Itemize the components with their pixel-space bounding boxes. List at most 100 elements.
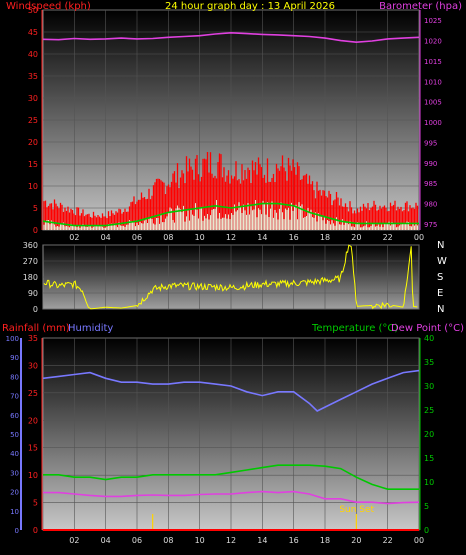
x-tick-label: 08 — [163, 233, 173, 242]
barometer-tick-label: 1020 — [424, 38, 442, 46]
x-tick-label: 22 — [383, 536, 393, 545]
temperature-tick-label: 20 — [424, 430, 434, 439]
humidity-tick-label: 80 — [10, 373, 19, 381]
x-tick-label: 10 — [195, 536, 205, 545]
direction-tick-label: 270 — [23, 257, 38, 266]
temp-humidity-ticks: 02 04 06 08 10 12 14 16 18 20 22 000510152025303501… — [6, 334, 435, 545]
rainfall-tick-label: 5 — [33, 499, 38, 508]
direction-tick-label: 0 — [33, 305, 38, 314]
dewpoint-line — [43, 490, 420, 505]
compass-label: E — [437, 288, 443, 299]
x-tick-label: 20 — [351, 536, 361, 545]
temperature-tick-label: 35 — [424, 358, 434, 367]
barometer-tick-label: 1005 — [424, 99, 442, 107]
windspeed-tick-label: 25 — [28, 116, 38, 125]
wind-average-line — [42, 202, 419, 227]
barometer-line — [42, 31, 420, 44]
temperature-tick-label: 15 — [424, 454, 434, 463]
x-tick-label: 16 — [289, 233, 299, 242]
barometer-tick-label: 1025 — [424, 17, 442, 25]
windspeed-tick-label: 0 — [33, 226, 38, 235]
x-tick-label: 20 — [351, 233, 361, 242]
x-tick-label: 14 — [257, 536, 267, 545]
humidity-tick-label: 0 — [15, 527, 19, 535]
barometer-tick-label: 980 — [424, 201, 437, 209]
temperature-line — [43, 464, 419, 491]
x-tick-label: 22 — [383, 233, 393, 242]
temperature-axis-label: Temperature (°C) — [311, 323, 398, 334]
windspeed-tick-label: 35 — [28, 72, 38, 81]
barometer-tick-label: 1010 — [424, 78, 442, 86]
x-tick-label: 02 — [69, 536, 79, 545]
temperature-tick-label: 30 — [424, 382, 434, 391]
sunset-annotation: Sun Set — [339, 505, 374, 515]
windspeed-tick-label: 20 — [28, 138, 38, 147]
wind-direction-grid — [43, 244, 420, 310]
rainfall-tick-label: 15 — [28, 444, 38, 453]
windspeed-tick-label: 10 — [28, 182, 38, 191]
windspeed-tick-label: 5 — [33, 204, 38, 213]
temp-humidity-series — [42, 369, 420, 531]
humidity-tick-label: 20 — [10, 489, 19, 497]
humidity-axis-label: Humidity — [68, 323, 113, 334]
temperature-tick-label: 40 — [424, 334, 434, 343]
temperature-tick-label: 25 — [424, 406, 434, 415]
wind-pressure-series — [42, 31, 420, 230]
x-tick-label: 06 — [132, 536, 142, 545]
wind-direction-line — [43, 244, 418, 310]
rainfall-axis-label: Rainfall (mm) — [2, 323, 70, 334]
x-tick-label: 12 — [226, 233, 236, 242]
humidity-tick-label: 30 — [10, 469, 19, 477]
dewpoint-axis-label: Dew Point (°C) — [391, 323, 464, 334]
wind-pressure-ticks: 02 04 06 08 10 12 14 16 18 20 22 000510152025303540… — [28, 6, 442, 242]
x-tick-label: 14 — [257, 233, 267, 242]
x-tick-label: 00 — [414, 536, 424, 545]
direction-tick-label: 90 — [28, 289, 38, 298]
windspeed-tick-label: 45 — [28, 28, 38, 37]
barometer-tick-label: 995 — [424, 139, 437, 147]
compass-label: N — [437, 304, 444, 315]
x-tick-label: 18 — [320, 536, 330, 545]
direction-tick-label: 180 — [23, 273, 38, 282]
chart-title: 24 hour graph day : 13 April 2026 — [165, 1, 335, 12]
barometer-tick-label: 990 — [424, 160, 437, 168]
wind-pressure-grid — [43, 9, 420, 231]
x-tick-label: 04 — [101, 536, 111, 545]
windspeed-tick-label: 30 — [28, 94, 38, 103]
barometer-axis-label: Barometer (hpa) — [379, 1, 462, 12]
temperature-tick-label: 10 — [424, 478, 434, 487]
barometer-tick-label: 975 — [424, 221, 437, 229]
compass-label: W — [437, 256, 447, 267]
rainfall-tick-label: 25 — [28, 389, 38, 398]
humidity-line — [42, 369, 420, 412]
barometer-tick-label: 1000 — [424, 119, 442, 127]
x-tick-label: 00 — [414, 233, 424, 242]
x-tick-label: 04 — [101, 233, 111, 242]
x-tick-label: 08 — [163, 536, 173, 545]
windspeed-tick-label: 50 — [28, 6, 38, 15]
x-tick-label: 16 — [289, 536, 299, 545]
x-tick-label: 18 — [320, 233, 330, 242]
rainfall-tick-label: 0 — [33, 526, 38, 535]
compass-label: N — [437, 240, 444, 251]
humidity-tick-label: 10 — [10, 508, 19, 516]
compass-label: S — [437, 272, 443, 283]
barometer-tick-label: 985 — [424, 180, 437, 188]
windspeed-axis-label: Windspeed (kph) — [6, 1, 91, 12]
humidity-tick-label: 60 — [10, 412, 19, 420]
x-tick-label: 10 — [195, 233, 205, 242]
rainfall-tick-label: 35 — [28, 334, 38, 343]
windspeed-tick-label: 15 — [28, 160, 38, 169]
x-tick-label: 06 — [132, 233, 142, 242]
wind-direction-series — [43, 244, 418, 310]
rainfall-tick-label: 10 — [28, 471, 38, 480]
temperature-tick-label: 5 — [424, 502, 429, 511]
humidity-tick-label: 50 — [10, 431, 19, 439]
rainfall-tick-label: 30 — [28, 361, 38, 370]
humidity-tick-label: 40 — [10, 450, 19, 458]
humidity-tick-label: 70 — [10, 393, 19, 401]
x-tick-label: 12 — [226, 536, 236, 545]
humidity-tick-label: 90 — [10, 354, 19, 362]
